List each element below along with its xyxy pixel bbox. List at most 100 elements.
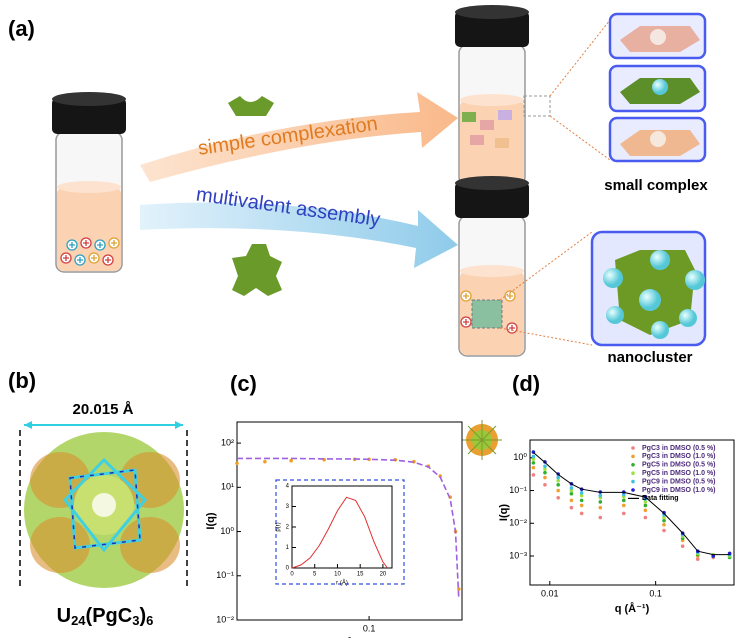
data-point bbox=[598, 515, 603, 520]
y-tick-label: 10⁻² bbox=[509, 518, 527, 528]
data-point bbox=[621, 511, 626, 516]
legend-label: PgC9 in DMSO (0.5 %) bbox=[642, 478, 716, 485]
data-point bbox=[598, 493, 603, 498]
y-tick-label: 10⁻¹ bbox=[509, 485, 527, 495]
data-point bbox=[531, 461, 536, 465]
data-point bbox=[662, 515, 666, 520]
x-tick-label: 10 bbox=[334, 572, 341, 578]
x-axis-label: r (Å) bbox=[336, 580, 348, 587]
panel-b-art bbox=[19, 421, 188, 590]
data-point bbox=[662, 522, 666, 527]
formula-part: U bbox=[57, 605, 71, 627]
formula-part: ) bbox=[139, 605, 146, 627]
result-label: nanocluster bbox=[607, 349, 692, 366]
legend-label: PgC5 in DMSO (1.0 %) bbox=[642, 470, 716, 477]
legend-label: PgC3 in DMSO (0.5 %) bbox=[642, 445, 716, 452]
legend-label: PgC5 in DMSO (0.5 %) bbox=[642, 462, 716, 469]
data-point bbox=[569, 491, 574, 496]
data-point bbox=[543, 482, 547, 487]
data-point bbox=[543, 470, 547, 475]
panel-label: (c) bbox=[230, 371, 257, 396]
legend-marker bbox=[631, 446, 635, 450]
y-tick-label: 10² bbox=[221, 437, 234, 447]
data-point bbox=[579, 503, 584, 508]
data-point bbox=[569, 505, 574, 510]
data-point bbox=[680, 544, 685, 548]
data-point bbox=[569, 486, 574, 490]
data-point bbox=[662, 518, 666, 523]
data-point bbox=[531, 465, 536, 470]
y-tick-label: 0 bbox=[286, 566, 290, 572]
data-point bbox=[643, 503, 648, 508]
panel-label: (d) bbox=[512, 371, 540, 396]
data-point bbox=[543, 467, 547, 471]
panel-a-art bbox=[51, 4, 707, 357]
data-point bbox=[556, 478, 560, 483]
y-tick-label: 10⁰ bbox=[513, 452, 527, 462]
cluster-icon bbox=[462, 420, 502, 460]
y-axis-label: I(q) bbox=[498, 504, 510, 521]
x-tick-label: 0 bbox=[290, 572, 294, 578]
y-tick-label: 10¹ bbox=[221, 482, 234, 492]
y-tick-label: 10⁻³ bbox=[509, 550, 527, 560]
y-tick-label: 1 bbox=[286, 545, 290, 551]
legend-label: PgC3 in DMSO (1.0 %) bbox=[642, 453, 716, 460]
legend-label: PgC9 in DMSO (1.0 %) bbox=[642, 487, 716, 494]
y-axis-label: I(q) bbox=[205, 512, 217, 529]
legend-marker bbox=[631, 454, 635, 459]
data-point bbox=[695, 557, 700, 561]
y-tick-label: 3 bbox=[286, 504, 290, 510]
legend-marker bbox=[631, 488, 635, 492]
data-point bbox=[263, 459, 267, 464]
x-tick-label: 5 bbox=[313, 572, 317, 578]
data-point bbox=[569, 488, 574, 493]
y-tick-label: 10⁻¹ bbox=[216, 570, 234, 580]
data-point bbox=[579, 493, 584, 498]
x-tick-label: 0.01 bbox=[541, 588, 559, 598]
dimension-label: 20.015 Å bbox=[73, 401, 134, 418]
data-point bbox=[367, 457, 371, 462]
data-point bbox=[289, 458, 293, 463]
legend-marker bbox=[631, 471, 635, 476]
panel-label: (b) bbox=[8, 368, 36, 393]
y-tick-label: 10⁰ bbox=[220, 526, 234, 536]
x-axis-label: q (Å⁻¹) bbox=[615, 602, 650, 615]
formula: U24(PgC3)6 bbox=[57, 605, 154, 628]
arrow-label: simple complexation bbox=[197, 113, 380, 160]
data-point bbox=[556, 495, 560, 500]
y-tick-label: 4 bbox=[286, 484, 290, 490]
data-point bbox=[598, 500, 603, 504]
data-point bbox=[621, 503, 626, 508]
data-point bbox=[531, 457, 536, 462]
legend-marker bbox=[631, 463, 635, 467]
x-tick-label: 0.1 bbox=[363, 623, 376, 633]
plot-frame bbox=[529, 439, 735, 586]
x-tick-label: 20 bbox=[380, 572, 387, 578]
y-tick-label: 10⁻² bbox=[216, 614, 234, 624]
y-tick-label: 2 bbox=[286, 525, 290, 531]
data-point bbox=[579, 491, 584, 495]
x-tick-label: 15 bbox=[357, 572, 364, 578]
data-point bbox=[598, 505, 603, 510]
data-point bbox=[556, 482, 560, 487]
result-label: small complex bbox=[604, 177, 708, 194]
data-point bbox=[556, 488, 560, 493]
formula-part: 24 bbox=[71, 613, 86, 628]
x-tick-label: 0.1 bbox=[649, 588, 662, 598]
data-point bbox=[621, 498, 626, 503]
data-line bbox=[237, 457, 460, 599]
data-point bbox=[531, 454, 536, 459]
data-point bbox=[621, 492, 626, 497]
data-line bbox=[533, 452, 730, 556]
formula-part: (PgC bbox=[86, 605, 133, 627]
data-line bbox=[291, 496, 388, 569]
data-point bbox=[235, 461, 239, 466]
formula-part: 3 bbox=[132, 613, 139, 628]
data-point bbox=[579, 498, 584, 503]
data-point bbox=[579, 511, 584, 516]
data-point bbox=[543, 475, 547, 480]
data-point bbox=[643, 508, 648, 513]
data-point bbox=[643, 500, 648, 504]
